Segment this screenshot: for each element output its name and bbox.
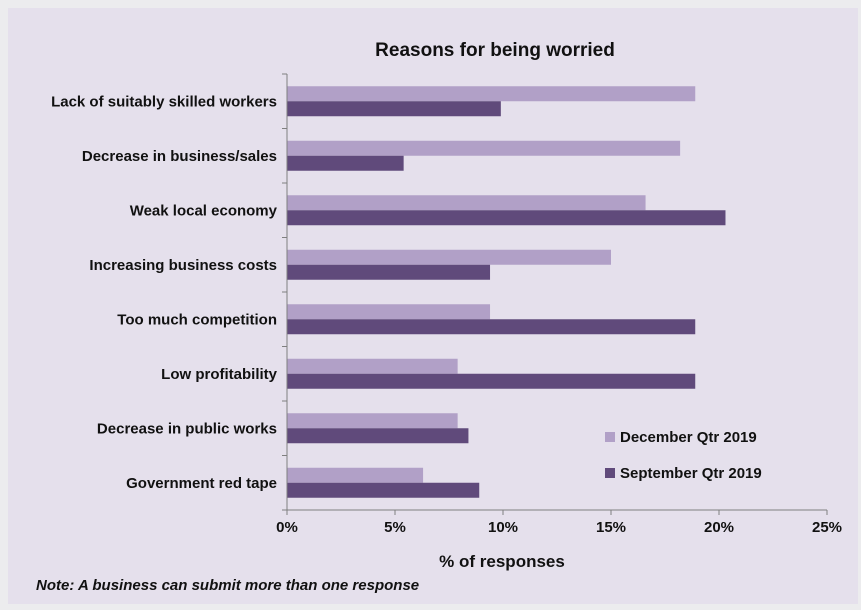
category-label: Too much competition [117,311,277,328]
bar-september-5 [287,373,696,389]
x-tick-label: 10% [488,519,518,536]
legend: December Qtr 2019 September Qtr 2019 [605,429,762,482]
x-tick-labels: 0% 5% 10% 15% 20% 25% [276,519,842,536]
bar-december-4 [287,304,491,320]
chart-panel: Reasons for being worried Lack of suitab… [8,8,858,604]
x-tick-label: 20% [704,519,734,536]
category-labels: Lack of suitably skilled workers Decrease… [51,93,278,492]
bar-december-0 [287,86,696,102]
bar-december-1 [287,140,681,156]
bar-december-3 [287,249,611,265]
category-label: Increasing business costs [89,257,277,274]
category-label: Lack of suitably skilled workers [51,93,277,110]
axes-layer [282,73,828,515]
chart-title: Reasons for being worried [375,40,615,61]
bar-september-2 [287,210,726,226]
bars-layer [287,86,726,498]
bar-september-6 [287,428,469,444]
legend-label-december: December Qtr 2019 [620,429,757,446]
x-tick-label: 25% [812,519,842,536]
bar-september-0 [287,101,501,117]
bar-september-3 [287,264,491,280]
bar-december-5 [287,358,458,374]
category-label: Low profitability [161,366,277,383]
bar-september-4 [287,319,696,335]
bar-chart: Reasons for being worried Lack of suitab… [36,40,842,594]
legend-label-september: September Qtr 2019 [620,465,762,482]
legend-swatch-december [605,432,615,442]
x-axis-title: % of responses [439,552,565,571]
x-tick-label: 5% [384,519,406,536]
category-label: Decrease in public works [97,420,277,437]
bar-december-7 [287,467,424,483]
x-tick-label: 0% [276,519,298,536]
category-label: Weak local economy [130,202,278,219]
category-label: Decrease in business/sales [82,148,277,165]
category-label: Government red tape [126,475,277,492]
bar-december-6 [287,413,458,429]
x-tick-label: 15% [596,519,626,536]
chart-note: Note: A business can submit more than on… [36,577,419,594]
bar-december-2 [287,195,646,211]
bar-september-7 [287,482,480,498]
legend-swatch-september [605,468,615,478]
bar-september-1 [287,155,404,171]
